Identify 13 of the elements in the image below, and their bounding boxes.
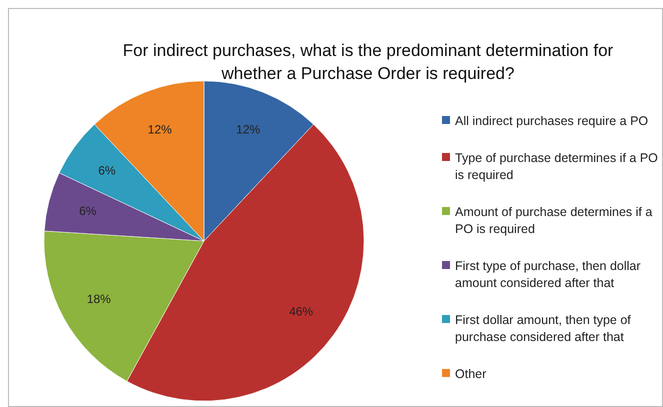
data-label: 18% [86, 292, 112, 306]
legend-label: Amount of purchase determines if a PO is required [455, 205, 652, 236]
data-label: 6% [79, 204, 97, 218]
legend-label: First type of purchase, then dollar amount considered after that [455, 259, 641, 290]
chart-title: For indirect purchases, what is the predominant determination for whether a Purchase Order is required? [122, 41, 614, 83]
data-label: 12% [148, 122, 172, 136]
legend-label: First dollar amount, then type of purchase considered after that [455, 313, 632, 344]
legend-label: All indirect purchases require a PO [455, 114, 648, 128]
legend-label: Other [455, 367, 486, 381]
data-label: 46% [289, 304, 314, 319]
legend-label: Type of purchase determines if a PO is required [455, 151, 658, 182]
data-label: 6% [98, 163, 116, 178]
data-label: 12% [236, 122, 261, 136]
